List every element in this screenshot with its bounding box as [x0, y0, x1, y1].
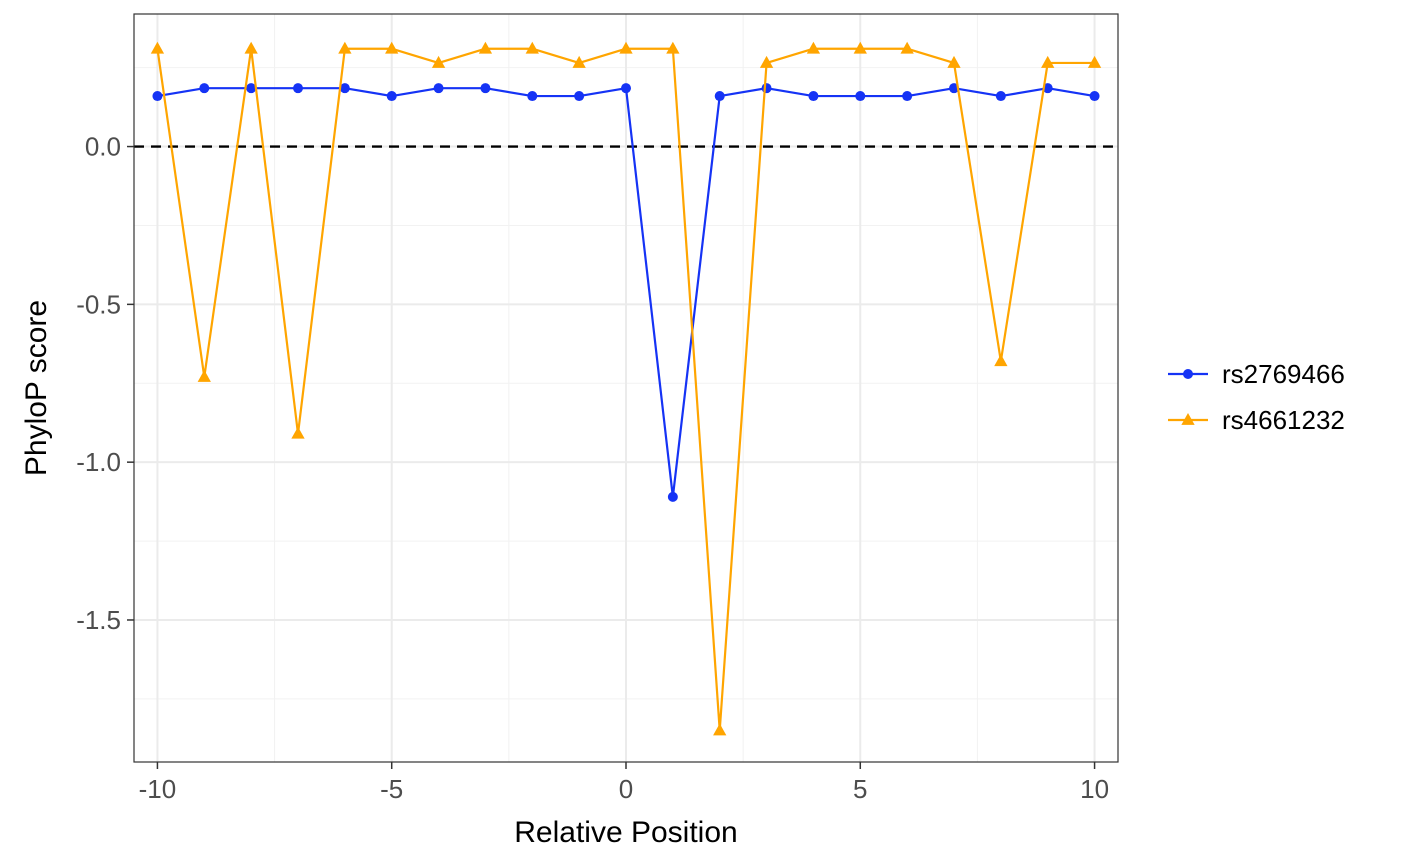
data-point — [1089, 91, 1100, 102]
y-tick-label: -1.0 — [76, 447, 121, 477]
data-point — [666, 41, 680, 54]
major-gridlines — [134, 14, 1118, 762]
data-point — [714, 91, 725, 102]
data-point — [197, 369, 211, 382]
data-point — [619, 41, 633, 54]
data-point — [199, 83, 210, 94]
legend: rs2769466 rs4661232 — [1168, 359, 1345, 435]
y-axis: 0.0 -0.5 -1.0 -1.5 — [76, 132, 134, 635]
data-point — [994, 354, 1008, 367]
data-point — [572, 55, 586, 68]
data-point — [995, 91, 1006, 102]
series-rs4661232 — [150, 41, 1102, 736]
legend-item-rs4661232: rs4661232 — [1168, 405, 1345, 435]
data-point — [150, 41, 165, 54]
data-point — [386, 91, 397, 102]
data-point — [525, 41, 539, 54]
data-point — [713, 723, 727, 736]
data-point — [478, 41, 493, 54]
data-point — [621, 83, 631, 94]
legend-label: rs4661232 — [1222, 405, 1345, 435]
legend-key-marker — [1183, 369, 1193, 379]
x-tick-label: 5 — [853, 774, 867, 804]
data-point — [947, 55, 961, 68]
data-point — [574, 91, 585, 102]
y-tick-label: 0.0 — [85, 132, 121, 162]
data-point — [244, 41, 258, 54]
y-axis-title: PhyloP score — [20, 300, 53, 476]
x-tick-label: 10 — [1080, 774, 1109, 804]
data-point — [902, 91, 913, 102]
x-axis: -10 -5 0 5 10 — [139, 762, 1109, 804]
x-tick-label: 0 — [619, 774, 633, 804]
series-layer — [150, 41, 1102, 736]
data-point — [806, 41, 821, 54]
data-point — [246, 83, 257, 94]
data-point — [480, 83, 491, 94]
legend-key-marker — [1181, 413, 1195, 425]
data-point — [339, 83, 350, 94]
data-point — [291, 426, 305, 439]
x-axis-title: Relative Position — [514, 816, 737, 849]
x-tick-label: -10 — [139, 774, 177, 804]
data-point — [527, 91, 538, 102]
y-tick-label: -0.5 — [76, 289, 121, 319]
y-tick-label: -1.5 — [76, 605, 121, 635]
legend-item-rs2769466: rs2769466 — [1168, 359, 1345, 389]
data-point — [853, 41, 867, 54]
data-point — [1087, 55, 1102, 68]
data-point — [293, 83, 303, 94]
x-tick-label: -5 — [380, 774, 403, 804]
data-point — [385, 41, 399, 54]
data-point — [431, 55, 446, 68]
data-point — [338, 41, 352, 54]
data-point — [152, 91, 163, 102]
data-point — [900, 41, 914, 54]
data-point — [808, 91, 819, 102]
series-rs2769466 — [152, 83, 1100, 502]
data-point — [667, 491, 678, 502]
data-point — [433, 83, 444, 94]
data-point — [759, 55, 774, 68]
data-point — [761, 83, 772, 94]
legend-label: rs2769466 — [1222, 359, 1345, 389]
data-point — [855, 91, 866, 102]
data-point — [1041, 55, 1055, 68]
